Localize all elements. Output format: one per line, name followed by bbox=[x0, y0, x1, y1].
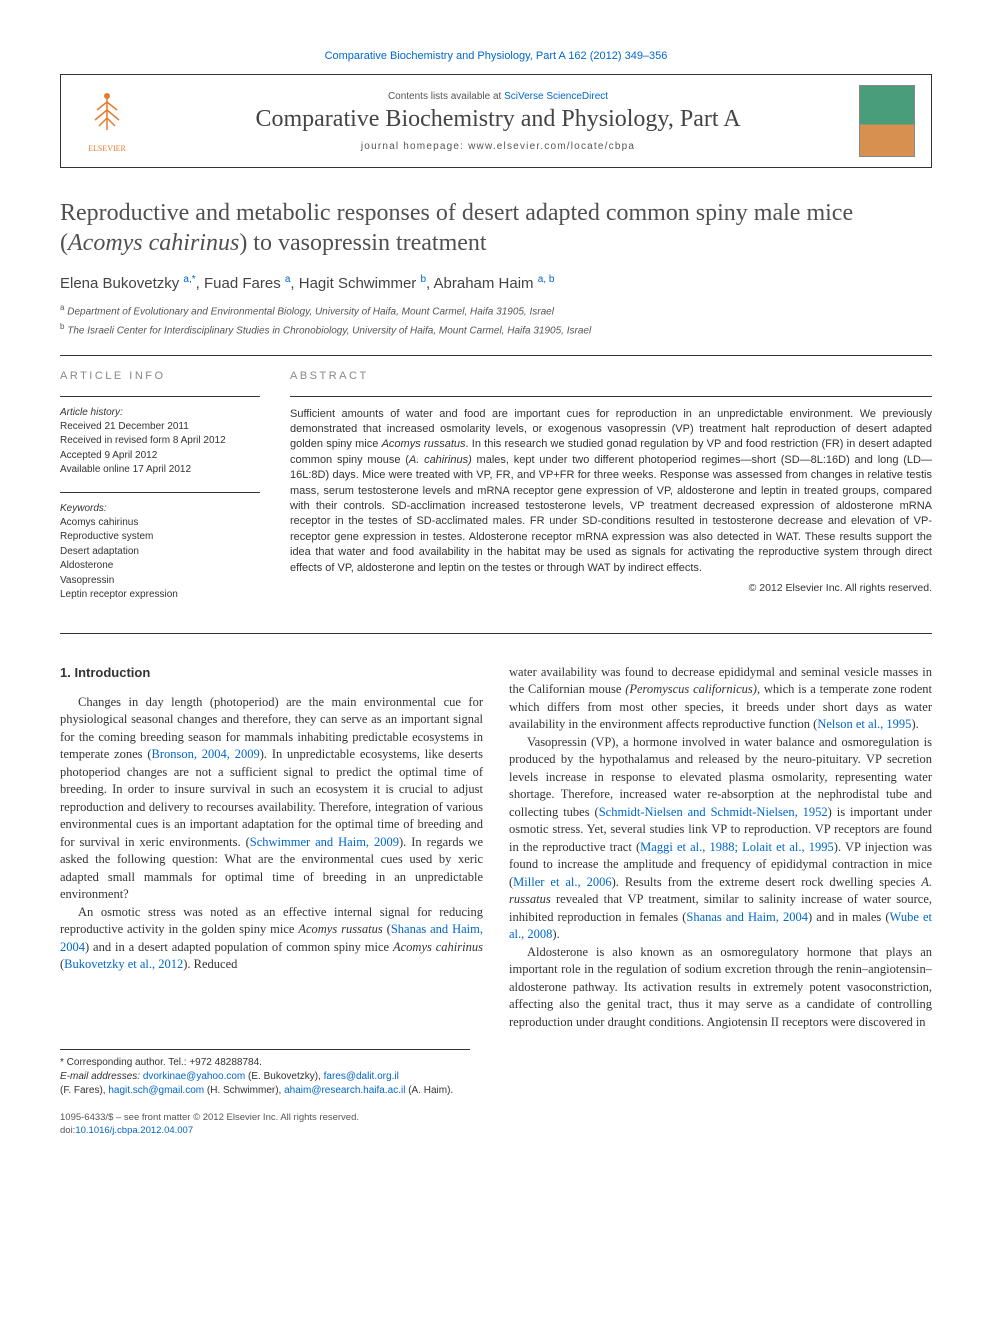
keyword: Acomys cahirinus bbox=[60, 516, 260, 531]
article-info-heading: article info bbox=[60, 370, 260, 382]
citation-link[interactable]: Schmidt-Nielsen and Schmidt-Nielsen, 195… bbox=[599, 805, 828, 819]
info-divider bbox=[60, 492, 260, 493]
citation-link[interactable]: Nelson et al., 1995 bbox=[817, 717, 911, 731]
abstract-column: abstract Sufficient amounts of water and… bbox=[290, 370, 932, 617]
keyword: Reproductive system bbox=[60, 530, 260, 545]
email-link[interactable]: ahaim@research.haifa.ac.il bbox=[284, 1085, 405, 1096]
elsevier-label: ELSEVIER bbox=[88, 144, 126, 153]
footnotes: * Corresponding author. Tel.: +972 48288… bbox=[60, 1049, 470, 1098]
received-date: Received 21 December 2011 bbox=[60, 420, 260, 435]
email-link[interactable]: fares@dalit.org.il bbox=[324, 1071, 399, 1082]
revised-date: Received in revised form 8 April 2012 bbox=[60, 434, 260, 449]
history-label: Article history: bbox=[60, 407, 260, 418]
citation-link[interactable]: Bukovetzky et al., 2012 bbox=[64, 957, 183, 971]
affiliation-b: b The Israeli Center for Interdisciplina… bbox=[60, 321, 932, 338]
article-title: Reproductive and metabolic responses of … bbox=[60, 198, 932, 258]
copyright-line: © 2012 Elsevier Inc. All rights reserved… bbox=[290, 582, 932, 594]
elsevier-tree-icon bbox=[85, 90, 129, 144]
online-date: Available online 17 April 2012 bbox=[60, 463, 260, 478]
accepted-date: Accepted 9 April 2012 bbox=[60, 449, 260, 464]
email-addresses: E-mail addresses: dvorkinae@yahoo.com (E… bbox=[60, 1070, 470, 1098]
issn-line: 1095-6433/$ – see front matter © 2012 El… bbox=[60, 1112, 932, 1125]
doi-line: doi:10.1016/j.cbpa.2012.04.007 bbox=[60, 1125, 932, 1138]
journal-reference: Comparative Biochemistry and Physiology,… bbox=[60, 50, 932, 62]
citation-link[interactable]: Bronson, 2004, 2009 bbox=[152, 747, 260, 761]
section-divider bbox=[60, 355, 932, 356]
body-column-right: water availability was found to decrease… bbox=[509, 664, 932, 1032]
keyword: Desert adaptation bbox=[60, 545, 260, 560]
affiliation-a: a Department of Evolutionary and Environ… bbox=[60, 302, 932, 319]
journal-cover-thumbnail bbox=[859, 85, 915, 157]
intro-para-2: An osmotic stress was noted as an effect… bbox=[60, 904, 483, 974]
intro-para-5: Aldosterone is also known as an osmoregu… bbox=[509, 944, 932, 1032]
journal-name: Comparative Biochemistry and Physiology,… bbox=[153, 106, 843, 133]
body-two-column: 1. Introduction Changes in day length (p… bbox=[60, 664, 932, 1032]
keyword: Aldosterone bbox=[60, 559, 260, 574]
email-link[interactable]: dvorkinae@yahoo.com bbox=[143, 1071, 245, 1082]
citation-link[interactable]: Maggi et al., 1988; Lolait et al., 1995 bbox=[640, 840, 834, 854]
keywords-label: Keywords: bbox=[60, 503, 260, 514]
abstract-divider bbox=[290, 396, 932, 397]
contents-line: Contents lists available at SciVerse Sci… bbox=[153, 91, 843, 102]
journal-homepage: journal homepage: www.elsevier.com/locat… bbox=[153, 141, 843, 152]
journal-header: ELSEVIER Contents lists available at Sci… bbox=[60, 74, 932, 168]
citation-link[interactable]: Schwimmer and Haim, 2009 bbox=[250, 835, 399, 849]
body-column-left: 1. Introduction Changes in day length (p… bbox=[60, 664, 483, 1032]
section-divider bbox=[60, 633, 932, 634]
email-link[interactable]: hagit.sch@gmail.com bbox=[108, 1085, 204, 1096]
intro-para-1: Changes in day length (photoperiod) are … bbox=[60, 694, 483, 904]
info-divider bbox=[60, 396, 260, 397]
author-list: Elena Bukovetzky a,*, Fuad Fares a, Hagi… bbox=[60, 274, 932, 292]
corresponding-author: * Corresponding author. Tel.: +972 48288… bbox=[60, 1056, 470, 1070]
intro-para-3: water availability was found to decrease… bbox=[509, 664, 932, 734]
scidirect-link[interactable]: SciVerse ScienceDirect bbox=[504, 91, 608, 102]
citation-link[interactable]: Miller et al., 2006 bbox=[513, 875, 611, 889]
keyword: Vasopressin bbox=[60, 574, 260, 589]
intro-para-4: Vasopressin (VP), a hormone involved in … bbox=[509, 734, 932, 944]
elsevier-logo: ELSEVIER bbox=[77, 86, 137, 156]
abstract-heading: abstract bbox=[290, 370, 932, 382]
abstract-text: Sufficient amounts of water and food are… bbox=[290, 407, 932, 576]
citation-link[interactable]: Shanas and Haim, 2004 bbox=[686, 910, 808, 924]
article-info-column: article info Article history: Received 2… bbox=[60, 370, 260, 617]
keyword: Leptin receptor expression bbox=[60, 588, 260, 603]
section-heading-intro: 1. Introduction bbox=[60, 664, 483, 682]
bottom-metadata: 1095-6433/$ – see front matter © 2012 El… bbox=[60, 1112, 932, 1138]
doi-link[interactable]: 10.1016/j.cbpa.2012.04.007 bbox=[75, 1125, 193, 1136]
